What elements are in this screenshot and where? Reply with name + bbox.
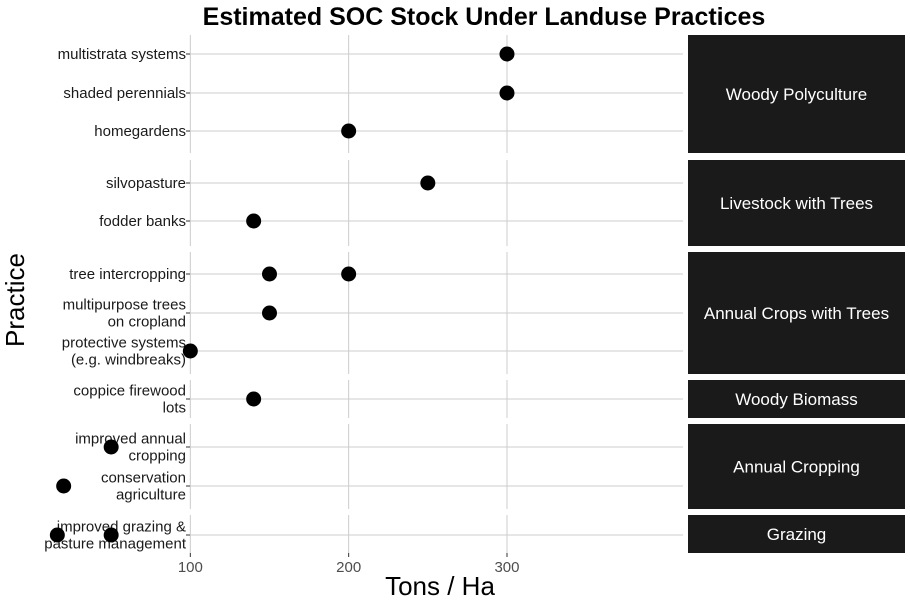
x-tick-label: 200 bbox=[336, 559, 361, 576]
y-category-label: coppice firewood bbox=[73, 383, 186, 400]
facet-strip-label: Grazing bbox=[767, 525, 827, 544]
facet-strip-label: Woody Polyculture bbox=[726, 85, 867, 104]
data-point bbox=[499, 85, 515, 101]
data-point bbox=[56, 478, 72, 494]
data-point bbox=[341, 123, 357, 139]
x-tick-label: 300 bbox=[494, 559, 519, 576]
facet-strip-label: Annual Crops with Trees bbox=[704, 304, 889, 323]
y-category-label: (e.g. windbreaks) bbox=[71, 352, 186, 369]
x-axis-ticks: 100 200 300 bbox=[178, 553, 520, 576]
data-point bbox=[499, 46, 515, 62]
y-category-label: improved grazing & bbox=[57, 519, 186, 536]
facet-strip-label: Annual Cropping bbox=[733, 458, 860, 477]
panel-background bbox=[190, 515, 683, 553]
data-point bbox=[246, 391, 262, 407]
x-tick-label: 100 bbox=[178, 559, 203, 576]
chart-title: Estimated SOC Stock Under Landuse Practi… bbox=[203, 3, 766, 31]
data-point bbox=[341, 266, 357, 282]
y-category-label: silvopasture bbox=[106, 175, 186, 192]
facet-panel: Annual Crops with Trees tree intercroppin… bbox=[62, 252, 905, 374]
facet-strip bbox=[688, 424, 905, 509]
panel-background bbox=[190, 160, 683, 246]
panel-background bbox=[190, 35, 683, 153]
facet-panels: Woody Polyculture multistrata systems shad… bbox=[44, 35, 905, 553]
y-category-label: multipurpose trees bbox=[63, 297, 186, 314]
facet-strip bbox=[688, 35, 905, 153]
y-category-label: protective systems bbox=[62, 335, 186, 352]
facet-strip bbox=[688, 380, 905, 418]
data-point bbox=[103, 439, 119, 455]
facet-strip bbox=[688, 515, 905, 553]
facet-strip-label: Livestock with Trees bbox=[720, 194, 873, 213]
data-point bbox=[246, 213, 262, 229]
data-point bbox=[420, 175, 436, 191]
facet-strip bbox=[688, 252, 905, 374]
y-category-label: fodder banks bbox=[99, 213, 186, 230]
y-category-label: conservation bbox=[101, 470, 186, 487]
y-category-label: shaded perennials bbox=[63, 85, 186, 102]
data-point bbox=[103, 527, 119, 543]
facet-strip-label: Woody Biomass bbox=[735, 390, 858, 409]
data-point bbox=[182, 343, 198, 359]
y-category-label: improved annual bbox=[75, 431, 186, 448]
facet-panel: Livestock with Trees silvopasture fodder b… bbox=[99, 160, 905, 246]
y-category-label: agriculture bbox=[116, 487, 186, 504]
y-axis-title: Practice bbox=[0, 253, 30, 347]
y-category-label: tree intercropping bbox=[69, 266, 186, 283]
facet-panel: Grazing improved grazing &pasture managem… bbox=[44, 515, 905, 553]
data-point bbox=[261, 305, 277, 321]
y-category-label: lots bbox=[163, 400, 186, 417]
y-category-label: homegardens bbox=[94, 123, 186, 140]
panel-background bbox=[190, 424, 683, 509]
facet-panel: Woody Polyculture multistrata systems shad… bbox=[58, 35, 905, 153]
y-category-label: pasture management bbox=[44, 536, 187, 553]
facet-strip bbox=[688, 160, 905, 246]
x-axis-title: Tons / Ha bbox=[385, 571, 495, 601]
data-point bbox=[49, 527, 65, 543]
y-category-label: on cropland bbox=[108, 314, 186, 331]
data-point bbox=[261, 266, 277, 282]
y-category-label: multistrata systems bbox=[58, 46, 186, 63]
y-category-label: cropping bbox=[128, 448, 186, 465]
